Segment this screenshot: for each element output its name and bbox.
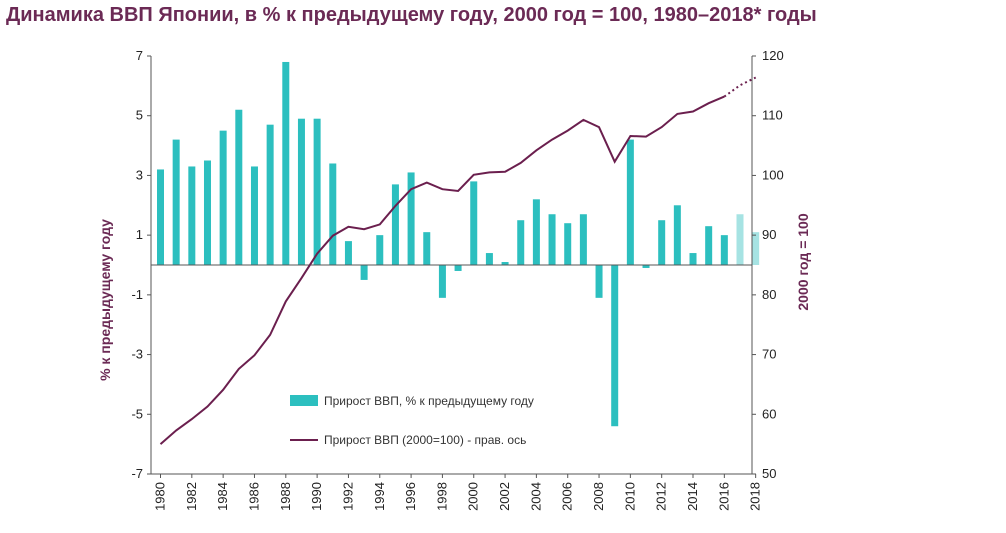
bar-2007 [579,214,587,265]
y2-tick-label: 50 [762,466,776,481]
y-tick-label: 3 [136,167,143,182]
y-tick-label: 7 [136,48,143,63]
gdp-index-line-forecast [723,76,757,98]
legend-bar-label: Прирост ВВП, % к предыдущему году [324,394,534,408]
bar-1993 [360,265,368,280]
x-tick-label: 2014 [685,482,700,511]
bar-2015 [705,226,713,265]
x-tick-label: 1990 [309,482,324,511]
x-tick-label: 2000 [466,482,481,511]
bar-1984 [219,130,227,265]
y2-tick-label: 110 [762,108,783,123]
x-tick-label: 2002 [497,482,512,511]
bar-1980 [157,169,164,265]
bar-2006 [564,223,572,265]
legend-bar-swatch [290,395,318,406]
gdp-index-line [159,95,725,445]
x-tick-label: 2016 [716,482,731,511]
bar-1999 [454,265,462,271]
x-tick-label: 2010 [622,482,637,511]
bar-1990 [313,118,321,265]
bar-1985 [235,109,243,265]
bar-2001 [485,253,493,265]
bar-2005 [548,214,556,265]
bar-1982 [188,166,196,265]
bar-1988 [282,61,290,265]
legend: Прирост ВВП, % к предыдущему году Прирос… [290,394,534,447]
bar-2000 [470,181,478,265]
x-tick-label: 2012 [654,482,669,511]
bar-2017 [736,214,744,265]
bar-series [157,61,760,427]
y2-axis-label: 2000 год = 100 [795,213,811,310]
tick-labels: 7 5 3 1 -1 -3 -5 -7 120 110 100 90 80 70 60 50 1980 1982 1… [131,48,783,511]
chart-title: Динамика ВВП Японии, в % к предыдущему г… [6,4,817,26]
y2-tick-label: 100 [762,167,784,182]
x-tick-label: 1996 [403,482,418,511]
bar-1994 [376,235,384,265]
bar-2016 [720,235,728,265]
bar-1997 [423,232,431,265]
bar-1995 [391,184,399,265]
y2-tick-label: 70 [762,347,776,362]
y2-tick-label: 90 [762,227,776,242]
x-tick-label: 2004 [528,482,543,511]
x-tick-label: 2018 [748,482,763,511]
y-tick-label: -7 [131,466,143,481]
bar-2008 [595,265,603,298]
bar-1989 [297,118,305,265]
y-tick-label: -1 [131,287,143,302]
x-tick-label: 2006 [560,482,575,511]
bar-1986 [250,166,258,265]
bar-1998 [438,265,446,298]
bar-1983 [203,160,211,265]
bar-2013 [673,205,681,265]
legend-line-label: Прирост ВВП (2000=100) - прав. ось [324,433,526,447]
bar-2014 [689,253,697,265]
y-tick-label: 5 [136,108,143,123]
bar-2012 [658,220,666,265]
y-axis-label: % к предыдущему году [97,219,113,381]
x-tick-label: 1986 [246,482,261,511]
y2-tick-label: 80 [762,287,776,302]
x-tick-label: 1982 [184,482,199,511]
bar-2002 [501,262,509,265]
x-tick-label: 1988 [278,482,293,511]
line-series [159,76,757,445]
bar-2009 [611,265,619,427]
bar-2004 [532,199,540,265]
y-tick-label: -5 [131,406,143,421]
y-tick-label: 1 [136,227,143,242]
x-tick-label: 2008 [591,482,606,511]
bar-1981 [172,139,180,265]
x-tick-label: 1992 [340,482,355,511]
bar-2011 [642,265,650,268]
bar-1987 [266,124,274,266]
bar-2010 [626,139,634,265]
bar-2003 [517,220,525,265]
x-tick-label: 1984 [215,482,230,511]
x-tick-label: 1980 [153,482,168,511]
bar-1991 [329,163,337,265]
bar-1996 [407,172,415,265]
x-tick-label: 1994 [372,482,387,511]
y2-tick-label: 120 [762,48,784,63]
y-tick-label: -3 [131,347,143,362]
bar-2018 [752,232,760,265]
bar-1992 [344,241,352,265]
y2-tick-label: 60 [762,406,776,421]
x-tick-label: 1998 [434,482,449,511]
